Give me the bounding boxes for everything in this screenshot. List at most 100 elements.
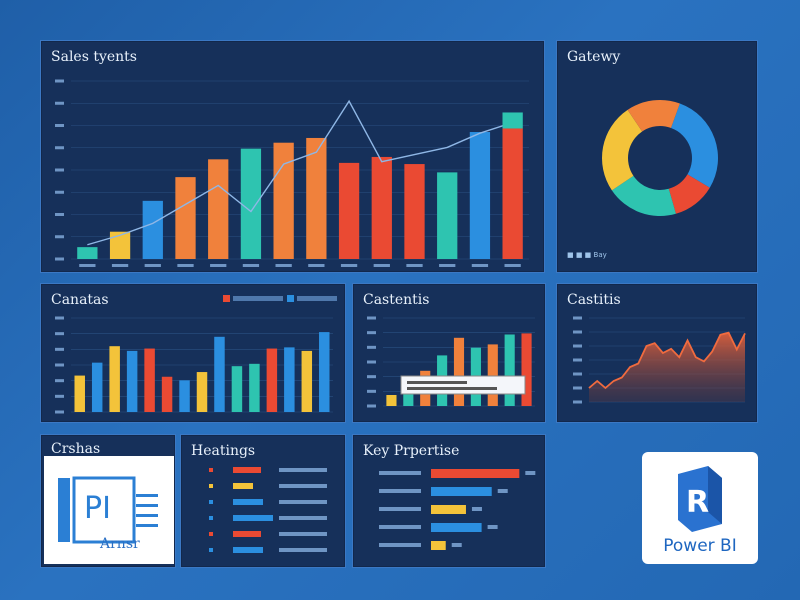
x-tick-mark bbox=[340, 264, 358, 267]
area-line bbox=[588, 331, 746, 390]
x-tick-mark bbox=[471, 264, 489, 267]
bar bbox=[208, 159, 229, 259]
y-tick-mark bbox=[55, 79, 64, 83]
bar bbox=[431, 469, 520, 478]
bullet bbox=[209, 532, 213, 536]
bar bbox=[196, 372, 208, 412]
bullet bbox=[209, 500, 213, 504]
bar bbox=[273, 142, 294, 259]
bar bbox=[231, 366, 243, 412]
label-bar bbox=[279, 516, 327, 520]
bar bbox=[175, 177, 196, 259]
bar bbox=[306, 137, 327, 259]
bar bbox=[404, 164, 425, 259]
panel-title: Heatings bbox=[191, 443, 256, 459]
donut-slice bbox=[602, 109, 643, 191]
donut-slice bbox=[611, 175, 676, 216]
categories-area-chart bbox=[573, 316, 746, 404]
bar bbox=[487, 344, 498, 406]
bar-cap bbox=[502, 112, 523, 129]
x-tick-mark bbox=[79, 264, 96, 267]
y-tick-mark bbox=[573, 358, 582, 362]
tooltip-line bbox=[407, 381, 467, 384]
x-tick-mark bbox=[144, 264, 161, 267]
value-label-bar bbox=[451, 543, 462, 547]
donut-slice bbox=[627, 100, 680, 132]
y-tick-mark bbox=[55, 146, 64, 150]
bullet bbox=[209, 516, 213, 520]
donut-slice bbox=[670, 103, 718, 188]
value-label-bar bbox=[471, 507, 482, 511]
bar bbox=[240, 148, 262, 259]
categories-panel-2: Castentis bbox=[352, 283, 546, 423]
y-tick-mark bbox=[573, 400, 582, 404]
y-tick-mark bbox=[367, 345, 376, 349]
y-tick-mark bbox=[55, 410, 64, 414]
bar bbox=[91, 362, 103, 412]
bar bbox=[403, 384, 414, 406]
bar bbox=[179, 380, 190, 412]
bar bbox=[319, 332, 330, 412]
key-properties-bar-chart bbox=[379, 469, 536, 550]
y-tick-mark bbox=[55, 190, 64, 194]
bar bbox=[431, 487, 492, 496]
y-tick-mark bbox=[573, 344, 582, 348]
bar bbox=[77, 247, 98, 259]
y-tick-mark bbox=[573, 386, 582, 390]
bar bbox=[233, 531, 261, 537]
x-tick-mark bbox=[177, 264, 194, 267]
panel-title: Canatas bbox=[51, 292, 109, 308]
y-tick-mark bbox=[573, 330, 582, 334]
y-tick-mark bbox=[55, 347, 64, 351]
category-label-bar bbox=[379, 525, 421, 529]
panel-title: Gatewy bbox=[567, 49, 621, 65]
y-tick-mark bbox=[367, 389, 376, 393]
bar bbox=[521, 333, 532, 406]
gateway-donut-chart: ■ ■ ■ Bay bbox=[567, 100, 718, 259]
bar bbox=[233, 499, 263, 505]
bar bbox=[284, 347, 295, 412]
bar bbox=[502, 128, 523, 259]
bar bbox=[301, 350, 313, 412]
thumbnail-label: Arnsr bbox=[100, 536, 140, 552]
y-tick-mark bbox=[55, 332, 64, 336]
categories-panel-3: Castitis bbox=[556, 283, 758, 423]
bar bbox=[144, 348, 155, 412]
category-label-bar bbox=[379, 507, 421, 511]
bar bbox=[504, 334, 515, 406]
legend-swatch bbox=[223, 295, 230, 302]
bar bbox=[431, 523, 482, 532]
y-tick-mark bbox=[55, 235, 64, 239]
label-bar bbox=[279, 500, 327, 504]
bar bbox=[431, 541, 446, 550]
donut-legend: ■ ■ ■ Bay bbox=[567, 251, 607, 259]
label-bar bbox=[279, 468, 327, 472]
categories-bar-chart-2 bbox=[367, 316, 535, 408]
bar bbox=[161, 376, 173, 412]
power-bi-logo-card[interactable]: R Power BI bbox=[642, 452, 758, 564]
x-tick-mark bbox=[111, 264, 129, 267]
y-tick-mark bbox=[55, 257, 64, 261]
x-tick-mark bbox=[308, 264, 325, 267]
category-label-bar bbox=[379, 543, 421, 547]
legend-label-bar bbox=[297, 296, 337, 301]
trend-line bbox=[87, 99, 513, 246]
bullet bbox=[209, 484, 213, 488]
area-fill bbox=[589, 332, 745, 402]
bar bbox=[109, 346, 120, 412]
tooltip-line bbox=[407, 387, 497, 390]
x-tick-mark bbox=[439, 264, 456, 267]
power-bi-label: Power BI bbox=[663, 536, 737, 556]
bar bbox=[338, 162, 360, 259]
y-tick-mark bbox=[55, 316, 64, 320]
x-tick-mark bbox=[406, 264, 423, 267]
sales-trends-panel: Sales tyents bbox=[40, 40, 545, 273]
logo-mark: R bbox=[686, 485, 709, 520]
panel-title: Castitis bbox=[567, 292, 621, 308]
y-tick-mark bbox=[55, 101, 64, 105]
bar bbox=[233, 467, 261, 473]
report-thumbnail[interactable]: PI Arnsr bbox=[44, 456, 174, 564]
panel-title: Castentis bbox=[363, 292, 430, 308]
bar bbox=[453, 337, 465, 406]
y-tick-mark bbox=[367, 331, 376, 335]
